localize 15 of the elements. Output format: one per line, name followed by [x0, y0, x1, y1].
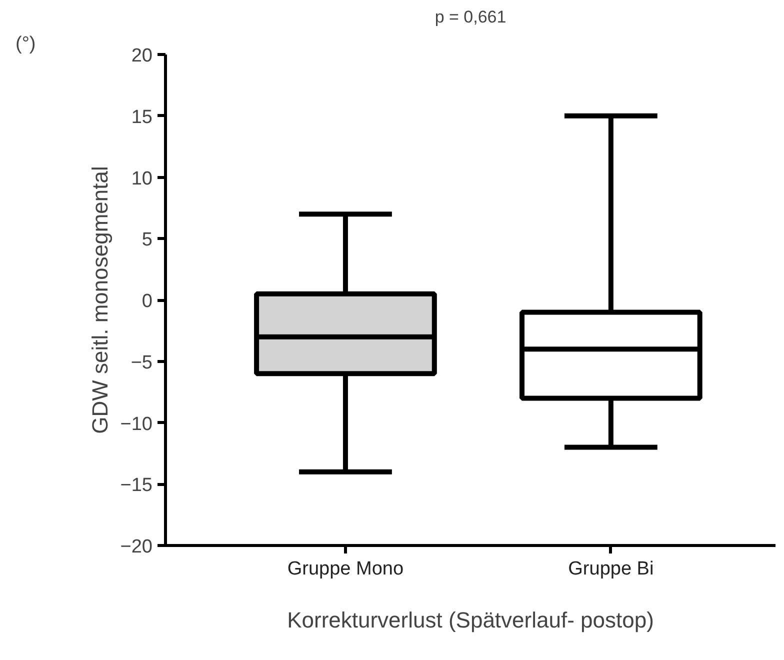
chart-title: p = 0,661 [434, 8, 506, 26]
y-tick-label: 5 [142, 230, 153, 251]
y-tick-label: −15 [120, 475, 153, 496]
y-tick-label: 20 [131, 46, 153, 66]
x-tick-label: Gruppe Mono [287, 558, 404, 580]
y-axis-title: GDW seitl. monosegmental [87, 166, 112, 434]
x-axis-title: Korrekturverlust (Spätverlauf- postop) [287, 608, 654, 632]
y-tick-label: 0 [142, 291, 153, 312]
y-tick-label: −5 [130, 352, 153, 374]
text: (°) [16, 34, 36, 54]
x-tick-label: Gruppe Bi [568, 558, 654, 580]
y-tick-label: 10 [131, 168, 153, 190]
y-tick-label: 15 [131, 106, 153, 128]
y-tick-label: −20 [120, 536, 153, 558]
y-tick-label: −10 [120, 414, 153, 435]
